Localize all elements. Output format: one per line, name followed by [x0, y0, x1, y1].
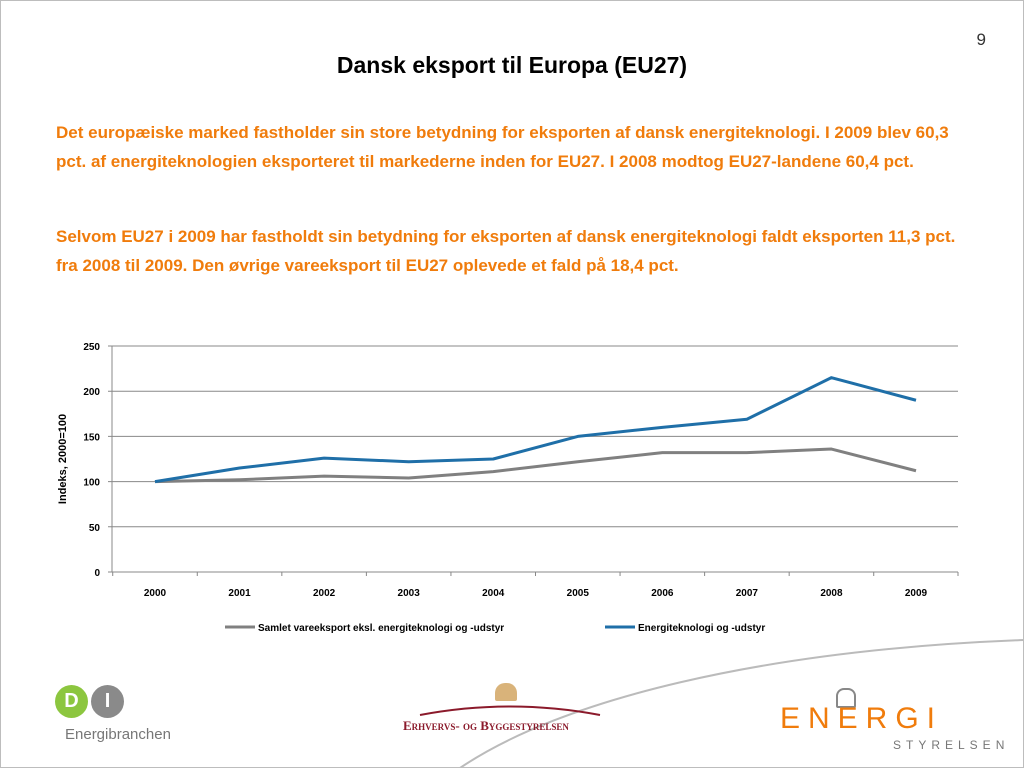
- ebst-logo: Erhvervs- og Byggestyrelsen: [400, 683, 620, 738]
- paragraph-1: Det europæiske marked fastholder sin sto…: [56, 123, 949, 171]
- di-letter-d: D: [55, 685, 88, 718]
- di-letter-i: I: [91, 685, 124, 718]
- di-logo: D I Energibranchen: [55, 685, 185, 745]
- crown-icon: [836, 688, 856, 708]
- energi-text: ENERGI: [780, 702, 944, 735]
- energistyrelsen-logo: ENERGI STYRELSEN: [780, 688, 1004, 758]
- paragraph-2: Selvom EU27 i 2009 har fastholdt sin bet…: [56, 227, 956, 275]
- page-number: 9: [976, 30, 986, 49]
- styrelsen-text: STYRELSEN: [893, 738, 1010, 752]
- crown-icon: [495, 683, 517, 701]
- ebst-text: Erhvervs- og Byggestyrelsen: [403, 718, 569, 733]
- slide-title: Dansk eksport til Europa (EU27): [336, 52, 688, 78]
- di-caption: Energibranchen: [65, 726, 171, 743]
